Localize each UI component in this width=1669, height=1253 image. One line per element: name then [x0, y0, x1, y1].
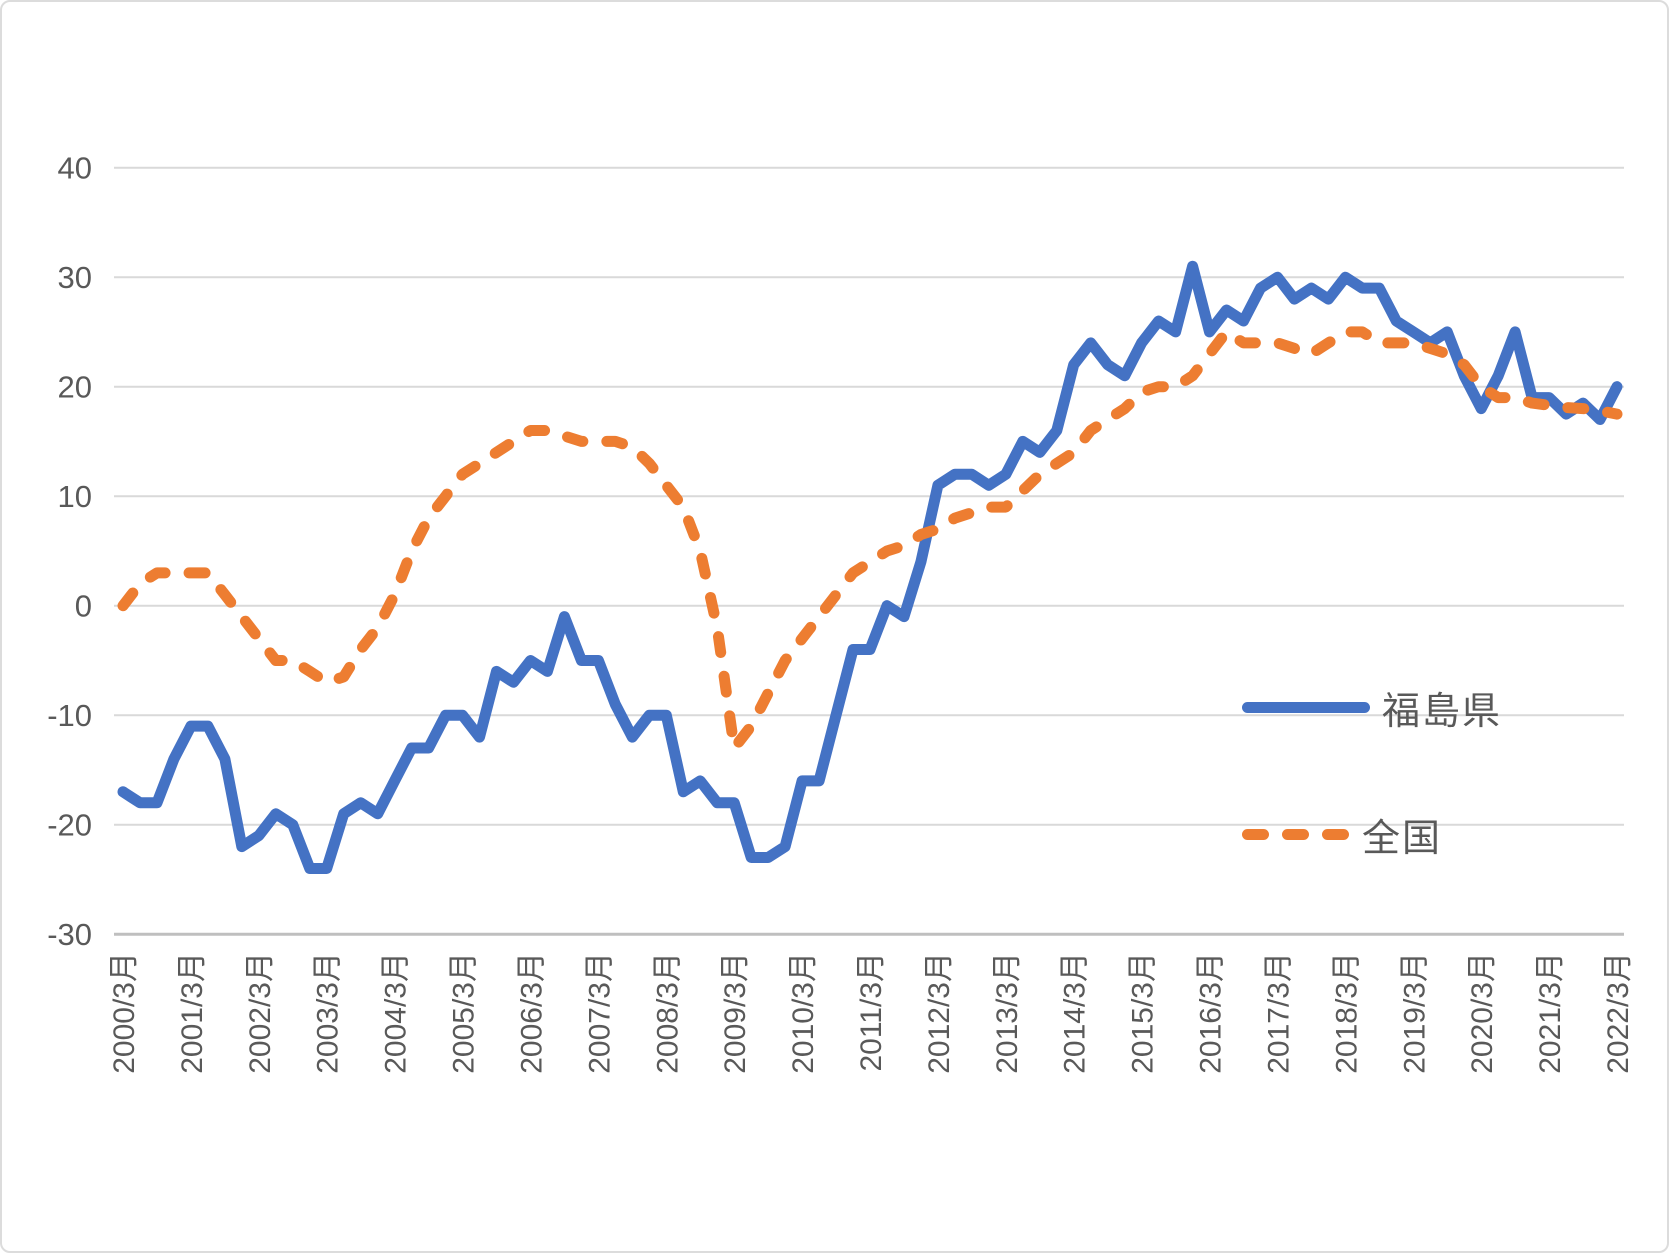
y-tick-label: -20: [47, 808, 92, 843]
x-tick-label: 2002/3月: [244, 952, 277, 1074]
x-tick-label: 2021/3月: [1534, 952, 1567, 1074]
dash-segment: [1242, 829, 1269, 840]
y-tick-label: 40: [58, 151, 92, 186]
x-tick-label: 2010/3月: [787, 952, 820, 1074]
x-tick-label: 2017/3月: [1262, 952, 1295, 1074]
dash-segment: [1322, 829, 1349, 840]
y-tick-label: 0: [75, 589, 92, 624]
x-tick-label: 2004/3月: [380, 952, 413, 1074]
x-tick-label: 2022/3月: [1602, 952, 1635, 1074]
legend-label-fukushima: 福島県: [1382, 691, 1503, 733]
legend-item-zenkoku: 全国: [1242, 807, 1502, 862]
x-tick-label: 2009/3月: [719, 952, 752, 1074]
x-tick-label: 2007/3月: [583, 952, 616, 1074]
y-tick-label: -10: [47, 698, 92, 733]
legend-item-fukushima: 福島県: [1242, 680, 1502, 735]
x-tick-label: 2006/3月: [515, 952, 548, 1074]
x-tick-label: 2013/3月: [991, 952, 1024, 1074]
series-line-0: [117, 260, 1623, 874]
x-tick-label: 2012/3月: [923, 952, 956, 1074]
x-tick-label: 2011/3月: [855, 952, 888, 1072]
y-tick-label: 10: [58, 479, 92, 514]
dash-segment: [1282, 829, 1309, 840]
x-tick-label: 2019/3月: [1398, 952, 1431, 1074]
x-tick-label: 2001/3月: [176, 952, 209, 1074]
fukushima-line-swatch: [1242, 702, 1370, 713]
zenkoku-dashed-swatch: [1242, 829, 1350, 840]
y-tick-label: -30: [47, 917, 92, 952]
x-tick-label: 2016/3月: [1195, 952, 1228, 1074]
y-tick-label: 20: [58, 370, 92, 405]
x-tick-label: 2014/3月: [1059, 952, 1092, 1074]
legend-label-zenkoku: 全国: [1362, 818, 1443, 860]
legend: 福島県 全国: [1242, 680, 1502, 862]
series-line-1: [117, 326, 1623, 754]
x-tick-label: 2000/3月: [108, 952, 141, 1074]
x-tick-label: 2005/3月: [448, 952, 481, 1074]
x-tick-label: 2020/3月: [1466, 952, 1499, 1074]
x-tick-label: 2018/3月: [1330, 952, 1363, 1074]
x-tick-label: 2003/3月: [312, 952, 345, 1074]
x-tick-label: 2008/3月: [651, 952, 684, 1074]
y-tick-label: 30: [58, 260, 92, 295]
x-tick-label: 2015/3月: [1127, 952, 1160, 1074]
